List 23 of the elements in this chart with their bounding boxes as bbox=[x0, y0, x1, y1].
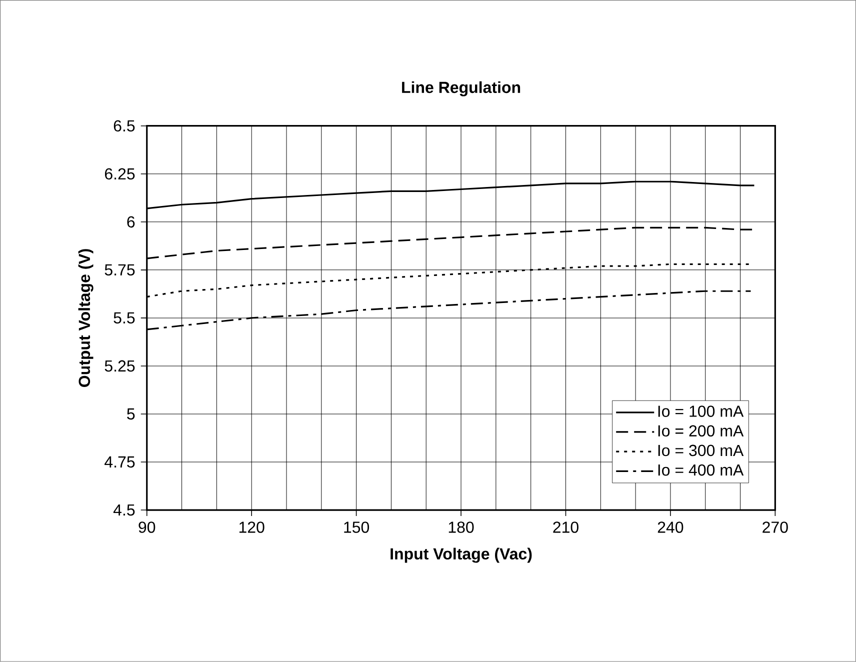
y-tick-label: 5.25 bbox=[104, 360, 135, 372]
x-tick-label: 150 bbox=[344, 522, 370, 533]
legend-label: Io = 300 mA bbox=[658, 444, 744, 456]
x-tick-label: 270 bbox=[762, 522, 788, 533]
y-tick-label: 4.5 bbox=[113, 504, 135, 516]
legend-label: Io = 400 mA bbox=[658, 464, 744, 476]
chart-title: Line Regulation bbox=[402, 81, 520, 96]
y-axis-title: Output Voltage (V) bbox=[78, 249, 94, 387]
y-tick-label: 4.75 bbox=[104, 456, 135, 468]
x-tick-label: 240 bbox=[658, 522, 684, 533]
y-tick-label: 6 bbox=[127, 216, 135, 228]
y-tick-label: 5 bbox=[127, 408, 135, 420]
y-tick-label: 5.75 bbox=[104, 264, 135, 276]
x-axis-title: Input Voltage (Vac) bbox=[390, 548, 532, 563]
x-tick-label: 180 bbox=[448, 522, 474, 533]
legend-label: Io = 200 mA bbox=[658, 425, 744, 437]
x-tick-label: 90 bbox=[138, 522, 156, 533]
y-tick-label: 5.5 bbox=[114, 312, 135, 324]
x-tick-label: 210 bbox=[553, 522, 578, 533]
y-tick-label: 6.5 bbox=[114, 120, 135, 132]
legend-label: Io = 100 mA bbox=[658, 406, 744, 417]
x-tick-label: 120 bbox=[239, 522, 264, 533]
y-tick-label: 6.25 bbox=[104, 168, 135, 180]
